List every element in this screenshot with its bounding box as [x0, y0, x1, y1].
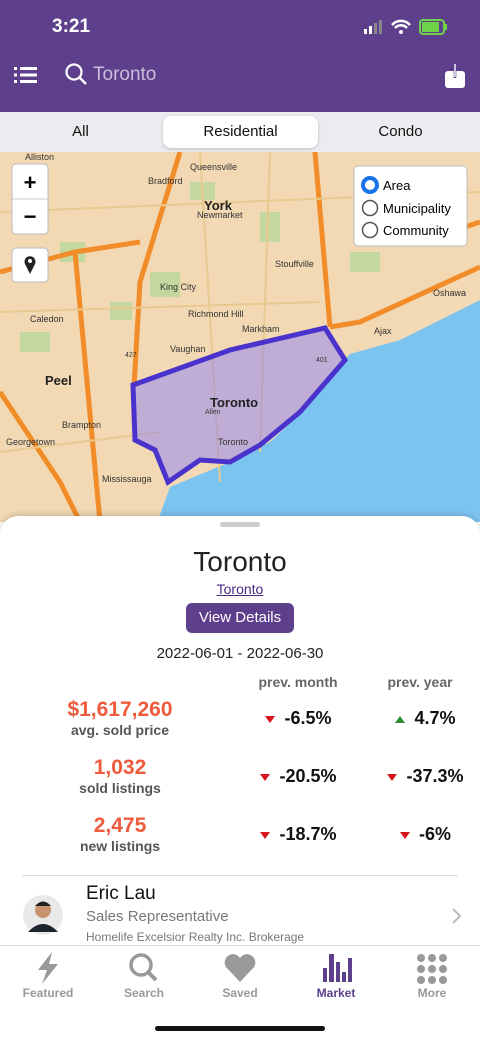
- metric-value: $1,617,260: [67, 698, 173, 721]
- agent-brokerage: Homelife Excelsior Realty Inc. Brokerage: [86, 930, 305, 944]
- area-title: Toronto: [193, 546, 287, 577]
- zoom-controls: + −: [11, 163, 49, 235]
- metric-change: -6.5%: [228, 708, 368, 729]
- nav-item[interactable]: Featured: [22, 986, 74, 1000]
- metric-change: -20.5%: [228, 766, 368, 787]
- nav-item[interactable]: More: [417, 986, 447, 1000]
- change-value: 4.7%: [414, 708, 456, 728]
- nav-item[interactable]: Search: [123, 986, 165, 1000]
- agent-avatar: [23, 895, 63, 935]
- change-value: -6%: [418, 824, 451, 844]
- map-label: Brampton: [62, 420, 101, 430]
- status-time: 3:21: [52, 16, 91, 37]
- nav-icons: [38, 952, 447, 984]
- column-header: prev. year: [387, 674, 453, 690]
- map-label: Alliston: [25, 152, 54, 162]
- metric-change: 4.7%: [355, 708, 480, 729]
- map-label: King City: [160, 282, 197, 292]
- map-label: York: [204, 198, 233, 213]
- agent-chevron[interactable]: [450, 906, 464, 926]
- change-value: -6.5%: [284, 708, 332, 728]
- trend-down: [260, 774, 271, 782]
- map-label: Toronto: [218, 437, 248, 447]
- map-label: Mississauga: [102, 474, 152, 484]
- layer-selector: Area Municipality Community: [353, 165, 468, 247]
- menu-button[interactable]: [14, 65, 38, 85]
- zoom-in[interactable]: +: [24, 170, 37, 195]
- map[interactable]: Alliston Bradford Queensville York Newma…: [0, 152, 480, 522]
- metric-value: 2,475: [93, 814, 147, 837]
- date-range: 2022-06-01 - 2022-06-30: [156, 645, 324, 662]
- map-label: Oshawa: [433, 288, 466, 298]
- change-value: -20.5%: [279, 766, 337, 786]
- map-label: Caledon: [30, 314, 64, 324]
- sheet-handle[interactable]: [220, 522, 260, 527]
- map-label: Vaughan: [170, 344, 205, 354]
- trend-down: [387, 774, 398, 782]
- map-label: Queensville: [190, 162, 237, 172]
- locate-button[interactable]: [11, 247, 49, 283]
- metric-value: 1,032: [93, 756, 147, 779]
- trend-down: [265, 716, 276, 724]
- area-link[interactable]: Toronto: [216, 581, 264, 597]
- metric-label: new listings: [79, 838, 161, 854]
- map-label: Stouffville: [275, 259, 314, 269]
- change-value: -37.3%: [406, 766, 464, 786]
- layer-option[interactable]: Community: [383, 223, 449, 238]
- map-label: Newmarket: [197, 210, 243, 220]
- map-label: Georgetown: [6, 437, 55, 447]
- tab-bar: All Residential Condo: [0, 112, 480, 152]
- map-label: Peel: [45, 373, 72, 388]
- layer-option[interactable]: Municipality: [383, 201, 451, 216]
- view-details-button[interactable]: View Details: [186, 603, 294, 633]
- zoom-out[interactable]: −: [24, 204, 37, 229]
- map-label: Bradford: [148, 176, 183, 186]
- map-label: Markham: [242, 324, 280, 334]
- trend-up: [395, 716, 406, 724]
- metric-label: sold listings: [79, 780, 161, 796]
- trend-down: [260, 832, 271, 840]
- agent-name: Eric Lau: [86, 883, 156, 904]
- map-label: 401: [316, 357, 328, 364]
- metric-label: avg. sold price: [70, 722, 170, 738]
- nav-item[interactable]: Saved: [222, 986, 258, 1000]
- tab[interactable]: All: [72, 123, 89, 140]
- map-label: Ajax: [374, 326, 392, 336]
- map-label: Allen: [205, 409, 221, 416]
- metric-change: -6%: [355, 824, 480, 845]
- nav-item-active[interactable]: Market: [316, 986, 356, 1000]
- change-value: -18.7%: [279, 824, 337, 844]
- search-icon: [65, 63, 87, 85]
- summary-sheet: Toronto Toronto View Details 2022-06-01 …: [0, 516, 480, 946]
- share-button[interactable]: [442, 62, 468, 90]
- map-label: Richmond Hill: [188, 309, 244, 319]
- status-icons: [364, 19, 447, 35]
- tab-selected[interactable]: Residential: [163, 116, 318, 148]
- home-indicator: [155, 1026, 325, 1031]
- agent-role: Sales Representative: [86, 908, 229, 925]
- app-header: 3:21 Toronto: [0, 0, 480, 112]
- layer-option[interactable]: Area: [383, 178, 411, 193]
- bottom-nav: Featured Search Saved Market More: [0, 945, 480, 1040]
- tab[interactable]: Condo: [378, 123, 423, 140]
- column-header: prev. month: [258, 674, 338, 690]
- search-input[interactable]: Toronto: [93, 64, 157, 85]
- metric-change: -18.7%: [228, 824, 368, 845]
- map-label: 427: [125, 352, 137, 359]
- map-label: Toronto: [210, 395, 258, 410]
- metric-change: -37.3%: [355, 766, 480, 787]
- divider: [22, 875, 458, 876]
- trend-down: [399, 832, 410, 840]
